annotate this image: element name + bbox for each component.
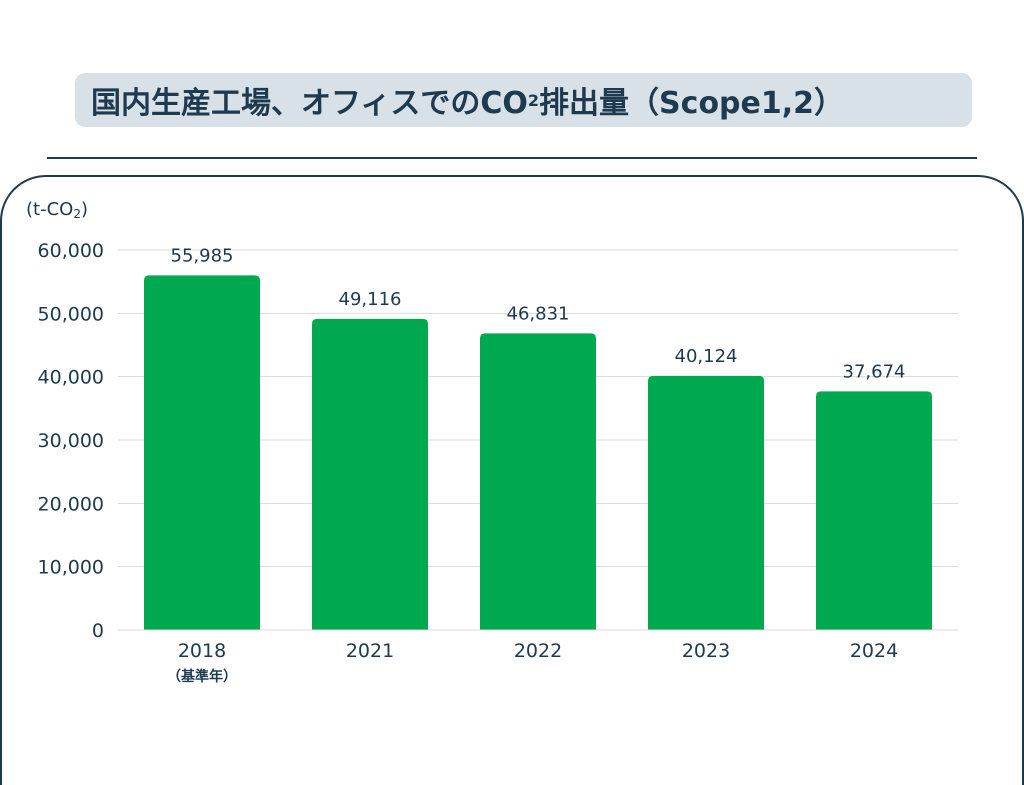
y-axis-unit: (t-CO2) (26, 199, 88, 221)
title-main: 国内生産工場、オフィスでのCO (91, 86, 528, 121)
x-tick-label: 2018 (178, 640, 226, 662)
y-tick-label: 50,000 (38, 303, 104, 325)
data-label: 40,124 (675, 346, 738, 367)
data-label: 37,674 (843, 361, 906, 382)
x-tick-label: 2023 (682, 640, 730, 662)
bar (144, 275, 260, 630)
unit-subscript: 2 (73, 207, 81, 221)
y-tick-label: 60,000 (38, 240, 104, 262)
unit-end: ) (80, 199, 88, 220)
chart-title: 国内生産工場、オフィスでのCO 2 排出量（Scope1,2） (75, 73, 972, 127)
title-subscript: 2 (527, 90, 540, 110)
y-tick-label: 0 (92, 620, 104, 642)
x-tick-label: 2024 (850, 640, 898, 662)
bar (480, 333, 596, 630)
bar (816, 391, 932, 630)
data-label: 49,116 (339, 289, 402, 310)
y-tick-label: 10,000 (38, 557, 104, 579)
y-tick-label: 40,000 (38, 367, 104, 389)
title-end: 排出量（Scope1,2） (539, 86, 845, 121)
bar (312, 318, 428, 630)
x-tick-note: （基準年） (167, 668, 237, 685)
unit-main: (t-CO (26, 199, 74, 220)
data-label: 55,985 (171, 245, 234, 266)
y-tick-label: 30,000 (38, 430, 104, 452)
x-tick-label: 2022 (514, 640, 562, 662)
x-tick-label: 2021 (346, 640, 394, 662)
bar (648, 375, 764, 630)
chart-frame (0, 175, 1024, 785)
title-divider (47, 157, 977, 159)
bar-chart: 0 10,000 20,000 30,000 40,000 50,000 60,000 55,… (38, 240, 958, 685)
data-label: 46,831 (507, 303, 570, 324)
y-tick-label: 20,000 (38, 493, 104, 515)
